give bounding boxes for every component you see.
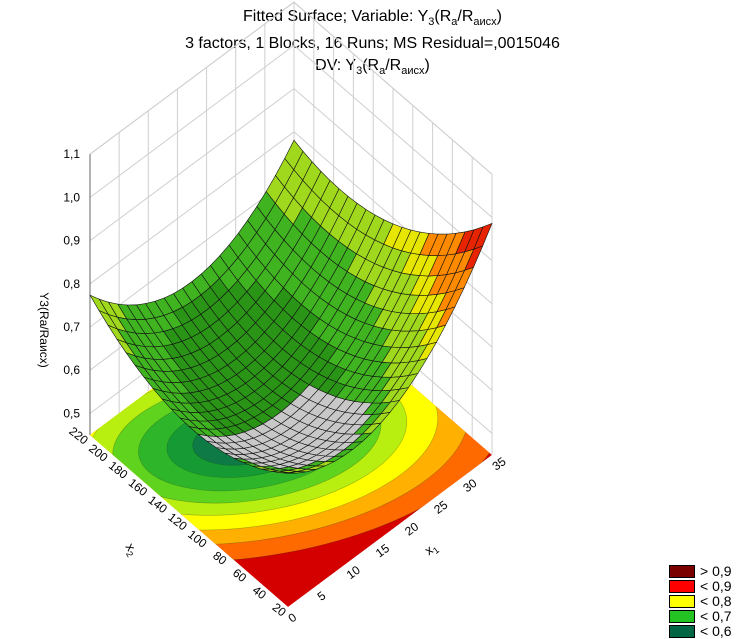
x-tick-label: 5 (315, 588, 329, 603)
legend-item: < 0,9 (669, 579, 745, 594)
legend-swatch (669, 610, 695, 623)
legend-swatch (669, 580, 695, 593)
legend-item: < 0,7 (669, 609, 745, 624)
z-axis-title: Y3(Ra/Rаисх) (37, 292, 51, 367)
wall-gridline (89, 44, 493, 218)
z-tick-label: 0,5 (63, 406, 80, 420)
z-tick-label: 0,7 (63, 320, 80, 334)
fitted-surface (89, 139, 493, 474)
z-tick-label: 1,0 (63, 190, 80, 204)
z-tick-label: 0,8 (63, 277, 80, 291)
z-tick-label: 0,6 (63, 363, 80, 377)
x-tick-label: 30 (460, 476, 479, 495)
z-tick-label: 0,9 (63, 234, 80, 248)
legend-label: < 0,8 (700, 593, 732, 609)
y-axis-title: x2 (121, 540, 141, 558)
y-tick-label: 220 (66, 424, 91, 448)
chart-title: Fitted Surface; Variable: Y3(Ra/Rаисх) 3… (0, 6, 745, 82)
z-tick-label: 1,1 (63, 147, 80, 161)
legend-swatch (669, 625, 695, 638)
wall-gridline (89, 87, 493, 261)
x-tick-label: 0 (286, 610, 300, 625)
x-tick-label: 20 (402, 519, 421, 538)
legend: > 0,9 < 0,9 < 0,8 < 0,7 < 0,6 (669, 564, 745, 639)
x-tick-label: 15 (373, 541, 392, 560)
legend-label: > 0,9 (700, 563, 732, 579)
surface-cell (284, 139, 304, 171)
title-line-2: 3 factors, 1 Blocks, 16 Runs; MS Residua… (185, 35, 560, 53)
title-line-3: DV: Y3(Ra/Rаисх) (315, 57, 430, 78)
legend-item: > 0,9 (669, 564, 745, 579)
title-line-1: Fitted Surface; Variable: Y3(Ra/Rаисх) (242, 8, 502, 29)
legend-label: < 0,7 (700, 608, 732, 624)
x-tick-label: 10 (344, 563, 363, 582)
legend-item: < 0,8 (669, 594, 745, 609)
legend-label: < 0,6 (700, 623, 732, 639)
x-tick-label: 25 (431, 497, 450, 516)
legend-swatch (669, 565, 695, 578)
wall-gridline (89, 1, 493, 175)
x-axis-title: x1 (422, 539, 441, 560)
legend-swatch (669, 595, 695, 608)
x-tick-label: 35 (490, 454, 509, 473)
legend-label: < 0,9 (700, 578, 732, 594)
